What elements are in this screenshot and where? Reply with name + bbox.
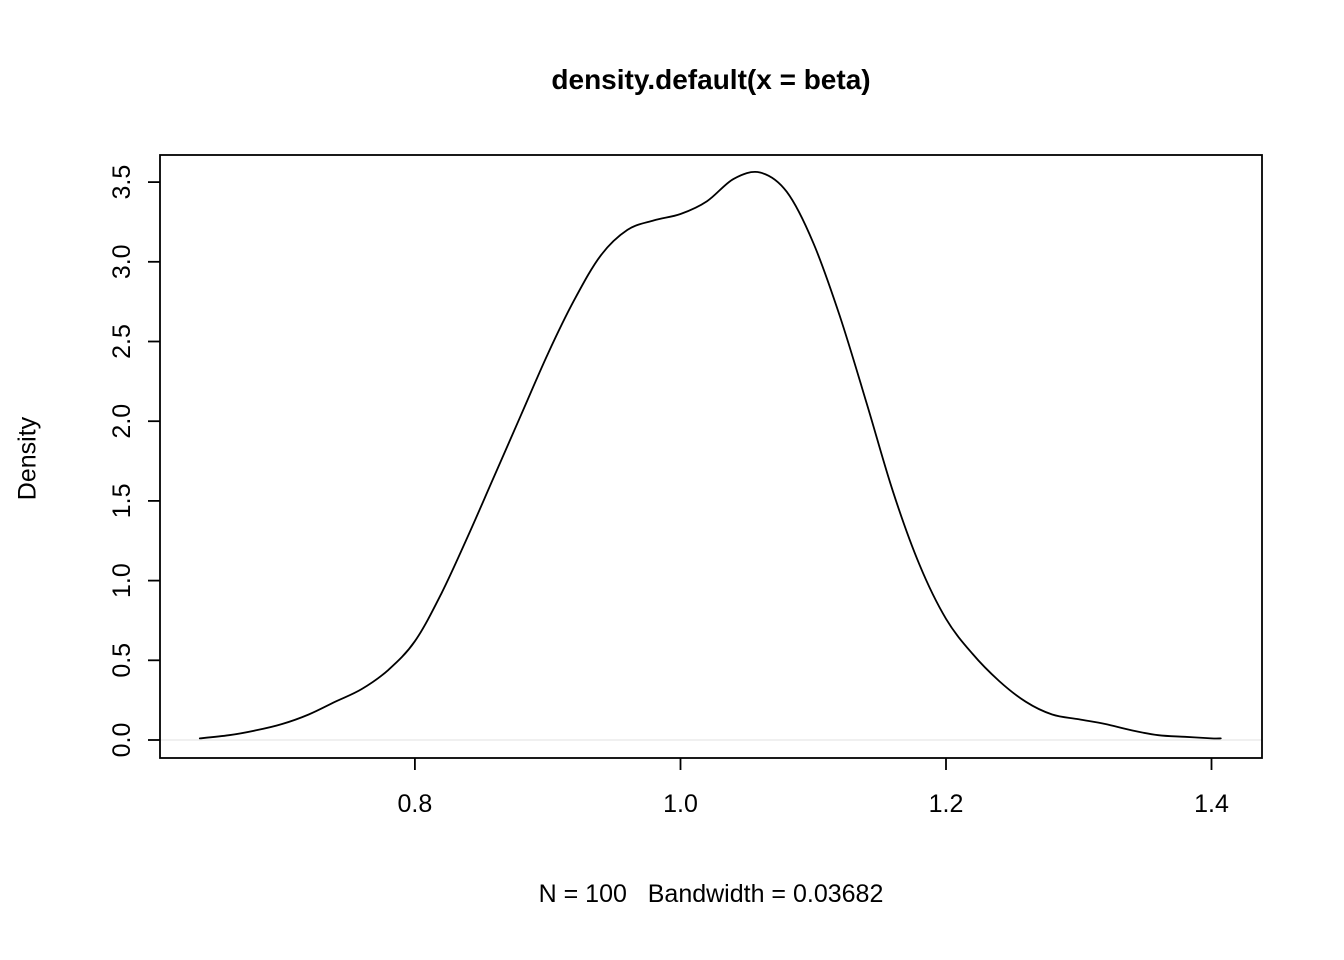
y-axis-label: Density [13, 416, 42, 501]
x-tick-label: 1.4 [1194, 790, 1229, 818]
y-tick-label: 2.5 [108, 324, 136, 359]
x-axis-label: N = 100 Bandwidth = 0.03682 [538, 880, 884, 908]
y-tick-label: 3.0 [108, 244, 136, 279]
y-tick-label: 1.5 [108, 484, 136, 519]
x-tick-label: 1.2 [929, 790, 964, 818]
chart-title: density.default(x = beta) [551, 64, 871, 95]
y-tick-label: 3.5 [108, 165, 136, 200]
x-axis-ticks: 0.8 1.0 1.2 1.4 [398, 758, 1229, 818]
y-axis-ticks: 0.0 0.5 1.0 1.5 2.0 2.5 3.0 3.5 [108, 165, 160, 758]
y-tick-label: 2.0 [108, 404, 136, 439]
plot-border [159, 154, 1263, 759]
y-tick-label: 0.0 [108, 723, 136, 758]
y-tick-label: 0.5 [108, 643, 136, 678]
x-tick-label: 1.0 [663, 790, 698, 818]
x-tick-label: 0.8 [398, 790, 433, 818]
y-tick-label: 1.0 [108, 563, 136, 598]
density-curve [198, 171, 1222, 740]
